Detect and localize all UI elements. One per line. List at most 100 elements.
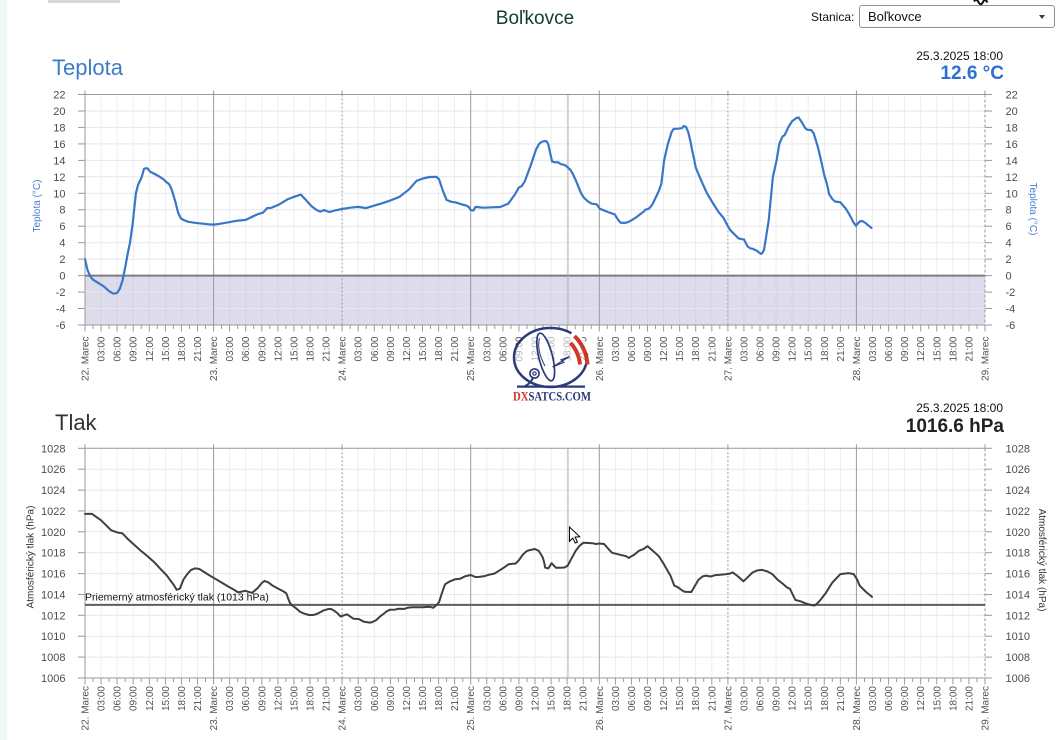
svg-text:03:00: 03:00 [868, 336, 879, 361]
svg-text:06:00: 06:00 [113, 336, 124, 361]
svg-text:28. Marec: 28. Marec [852, 337, 863, 381]
svg-text:22. Marec: 22. Marec [81, 337, 92, 381]
svg-text:03:00: 03:00 [482, 336, 493, 361]
svg-text:15:00: 15:00 [675, 336, 686, 361]
svg-text:18:00: 18:00 [948, 336, 959, 361]
svg-text:14: 14 [53, 155, 65, 167]
svg-text:8: 8 [1006, 205, 1012, 217]
svg-text:06:00: 06:00 [884, 336, 895, 361]
svg-text:09:00: 09:00 [643, 336, 654, 361]
svg-text:1010: 1010 [41, 631, 65, 643]
svg-text:18:00: 18:00 [306, 686, 317, 711]
svg-text:18:00: 18:00 [177, 686, 188, 711]
svg-text:03:00: 03:00 [739, 686, 750, 711]
svg-text:15:00: 15:00 [675, 686, 686, 711]
svg-text:12:00: 12:00 [659, 686, 670, 711]
svg-text:21:00: 21:00 [450, 336, 461, 361]
svg-text:Teplota (°C): Teplota (°C) [32, 180, 43, 233]
svg-text:18:00: 18:00 [563, 686, 574, 711]
svg-text:03:00: 03:00 [354, 686, 365, 711]
svg-text:21:00: 21:00 [964, 336, 975, 361]
svg-text:-6: -6 [1006, 320, 1016, 332]
svg-text:15:00: 15:00 [289, 686, 300, 711]
svg-text:09:00: 09:00 [129, 686, 140, 711]
svg-text:06:00: 06:00 [756, 686, 767, 711]
svg-text:1026: 1026 [41, 464, 65, 476]
svg-text:16: 16 [1006, 139, 1018, 151]
svg-text:21:00: 21:00 [579, 686, 590, 711]
svg-text:12:00: 12:00 [916, 336, 927, 361]
svg-text:12: 12 [53, 172, 65, 184]
svg-text:03:00: 03:00 [868, 686, 879, 711]
svg-text:1006: 1006 [41, 673, 65, 685]
svg-text:06:00: 06:00 [370, 686, 381, 711]
svg-text:Atmosférický tlak (hPa): Atmosférický tlak (hPa) [26, 506, 37, 609]
svg-text:03:00: 03:00 [739, 336, 750, 361]
svg-text:06:00: 06:00 [627, 686, 638, 711]
svg-text:03:00: 03:00 [97, 686, 108, 711]
svg-text:15:00: 15:00 [418, 336, 429, 361]
svg-text:09:00: 09:00 [514, 686, 525, 711]
svg-text:1022: 1022 [41, 506, 65, 518]
svg-text:06:00: 06:00 [884, 686, 895, 711]
svg-text:12:00: 12:00 [788, 686, 799, 711]
svg-text:2: 2 [59, 254, 65, 266]
svg-text:12:00: 12:00 [273, 686, 284, 711]
svg-text:15:00: 15:00 [804, 686, 815, 711]
svg-text:18:00: 18:00 [691, 336, 702, 361]
svg-text:09:00: 09:00 [386, 686, 397, 711]
svg-text:1024: 1024 [1006, 485, 1030, 497]
svg-text:06:00: 06:00 [627, 336, 638, 361]
svg-text:03:00: 03:00 [225, 336, 236, 361]
svg-text:1020: 1020 [1006, 527, 1030, 539]
svg-text:20: 20 [1006, 106, 1018, 118]
svg-text:12:00: 12:00 [273, 336, 284, 361]
svg-text:18:00: 18:00 [948, 686, 959, 711]
svg-text:21:00: 21:00 [836, 686, 847, 711]
svg-text:8: 8 [59, 205, 65, 217]
svg-text:12:00: 12:00 [402, 336, 413, 361]
svg-text:10: 10 [53, 188, 65, 200]
svg-text:03:00: 03:00 [354, 336, 365, 361]
svg-text:16: 16 [53, 139, 65, 151]
svg-text:12:00: 12:00 [402, 686, 413, 711]
svg-text:09:00: 09:00 [386, 336, 397, 361]
svg-text:03:00: 03:00 [225, 686, 236, 711]
svg-text:15:00: 15:00 [804, 336, 815, 361]
svg-text:06:00: 06:00 [241, 686, 252, 711]
svg-text:26. Marec: 26. Marec [595, 337, 606, 381]
svg-text:09:00: 09:00 [900, 336, 911, 361]
svg-text:21:00: 21:00 [707, 686, 718, 711]
svg-text:25. Marec: 25. Marec [466, 686, 477, 730]
svg-text:15:00: 15:00 [932, 686, 943, 711]
svg-text:21:00: 21:00 [836, 336, 847, 361]
svg-text:09:00: 09:00 [772, 686, 783, 711]
svg-text:DXSATCS.COM: DXSATCS.COM [513, 390, 591, 404]
svg-text:0: 0 [59, 271, 65, 283]
svg-text:03:00: 03:00 [482, 686, 493, 711]
svg-text:06:00: 06:00 [756, 336, 767, 361]
svg-text:21:00: 21:00 [322, 336, 333, 361]
svg-text:18: 18 [1006, 122, 1018, 134]
svg-text:15:00: 15:00 [418, 686, 429, 711]
svg-text:18:00: 18:00 [306, 336, 317, 361]
svg-text:24. Marec: 24. Marec [338, 337, 349, 381]
svg-text:03:00: 03:00 [611, 336, 622, 361]
svg-text:1016: 1016 [1006, 569, 1030, 581]
svg-text:21:00: 21:00 [193, 686, 204, 711]
svg-text:06:00: 06:00 [498, 336, 509, 361]
svg-text:15:00: 15:00 [932, 336, 943, 361]
svg-text:1014: 1014 [1006, 590, 1030, 602]
svg-text:1020: 1020 [41, 527, 65, 539]
svg-text:1008: 1008 [1006, 652, 1030, 664]
svg-text:4: 4 [1006, 238, 1012, 250]
svg-text:21:00: 21:00 [193, 336, 204, 361]
svg-text:18:00: 18:00 [691, 686, 702, 711]
svg-text:15:00: 15:00 [161, 686, 172, 711]
svg-text:09:00: 09:00 [772, 336, 783, 361]
svg-text:1016: 1016 [41, 569, 65, 581]
svg-text:1012: 1012 [41, 610, 65, 622]
svg-text:12: 12 [1006, 172, 1018, 184]
svg-text:1028: 1028 [1006, 443, 1030, 455]
svg-text:12:00: 12:00 [145, 686, 156, 711]
